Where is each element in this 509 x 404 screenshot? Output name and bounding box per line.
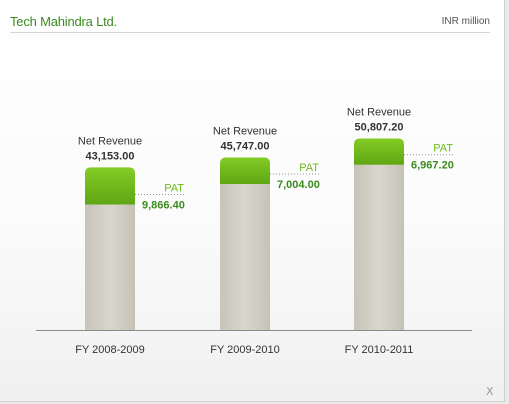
pat-value-label-1: 7,004.00 — [277, 179, 320, 191]
revenue-value-label-2: 50,807.20 — [355, 121, 404, 133]
category-label-2: FY 2010-2011 — [345, 344, 414, 356]
category-label-0: FY 2008-2009 — [75, 344, 145, 356]
revenue-value-label-1: 45,747.00 — [221, 141, 270, 153]
pat-series-label-2: PAT — [433, 143, 453, 155]
pat-series-label-1: PAT — [299, 162, 319, 174]
close-icon[interactable]: X — [486, 385, 494, 398]
pat-bar-1 — [220, 157, 270, 184]
revenue-bar-2 — [354, 164, 404, 330]
revenue-series-label-2: Net Revenue — [347, 106, 411, 118]
pat-bar-0 — [85, 167, 135, 205]
pat-bar-2 — [354, 138, 404, 165]
revenue-bar-1 — [220, 183, 270, 330]
category-label-1: FY 2009-2010 — [210, 344, 280, 356]
revenue-value-label-0: 43,153.00 — [86, 150, 135, 162]
revenue-bar-0 — [85, 204, 135, 330]
chart-header: Tech Mahindra Ltd. INR million — [10, 8, 490, 33]
pat-value-label-0: 9,866.40 — [142, 200, 185, 212]
revenue-series-label-1: Net Revenue — [213, 126, 277, 138]
chart-title: Tech Mahindra Ltd. — [10, 14, 117, 29]
pat-value-label-2: 6,967.20 — [411, 160, 454, 172]
unit-label: INR million — [441, 16, 490, 27]
pat-series-label-0: PAT — [164, 183, 184, 195]
revenue-series-label-0: Net Revenue — [78, 135, 142, 147]
